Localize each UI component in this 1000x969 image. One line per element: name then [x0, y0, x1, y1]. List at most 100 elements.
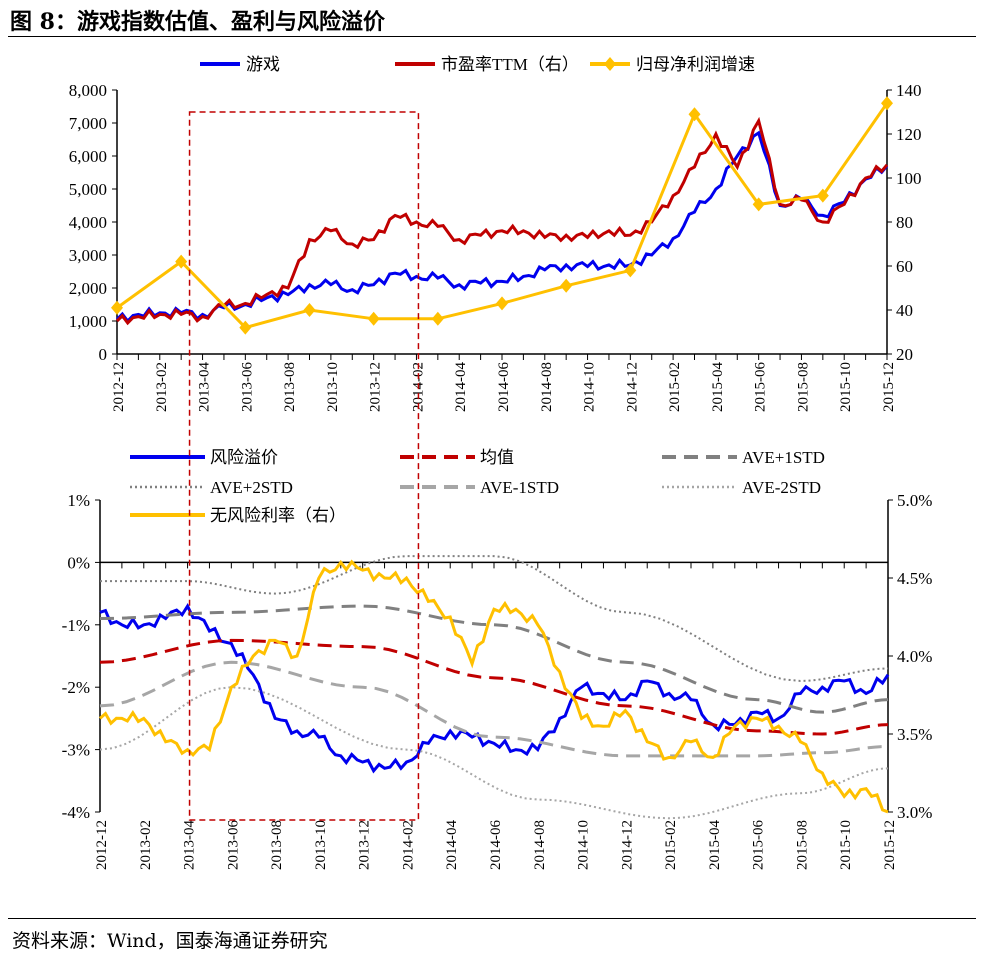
x-tick-label: 2014-04 — [444, 820, 460, 870]
x-tick-label: 2013-10 — [325, 362, 341, 412]
left-tick-label: 4,000 — [69, 213, 107, 232]
series-line-1-5 — [99, 686, 889, 820]
x-tick-label: 2015-12 — [882, 820, 898, 870]
x-tick-label: 2014-06 — [488, 820, 504, 870]
series-marker — [303, 303, 316, 317]
series-line-0-1 — [115, 116, 889, 326]
legend-label: AVE+2STD — [210, 478, 293, 497]
x-tick-label: 2015-08 — [795, 362, 811, 412]
series-marker — [496, 296, 508, 311]
right-tick-label: 60 — [896, 257, 913, 276]
right-tick-label: 80 — [896, 213, 913, 232]
legend-label: 无风险利率（右） — [210, 506, 346, 525]
x-tick-label: 2014-12 — [619, 820, 635, 870]
series-line-1-2 — [99, 604, 889, 714]
source-note: 资料来源：Wind，国泰海通证券研究 — [12, 930, 328, 952]
right-tick-label: 20 — [896, 345, 913, 364]
left-tick-label: -3% — [62, 741, 90, 760]
legend-label: 归母净利润增速 — [636, 55, 755, 74]
right-tick-label: 5.0% — [897, 491, 932, 510]
series-line-1-4 — [99, 660, 889, 758]
series-marker — [688, 107, 701, 122]
x-tick-label: 2013-02 — [138, 820, 154, 870]
x-tick-label: 2013-08 — [282, 362, 298, 412]
legend-label: 市盈率TTM（右） — [441, 55, 579, 74]
left-tick-label: 1,000 — [69, 312, 107, 331]
x-tick-label: 2012-12 — [111, 362, 127, 412]
figure-title: 图 8：游戏指数估值、盈利与风险溢价 — [10, 9, 385, 35]
legend-label: AVE+1STD — [742, 448, 825, 467]
x-tick-label: 2013-02 — [154, 362, 170, 412]
series-marker — [431, 311, 444, 326]
x-tick-label: 2014-08 — [532, 820, 548, 870]
x-tick-label: 2015-06 — [751, 820, 767, 870]
x-tick-label: 2015-10 — [838, 362, 854, 412]
series-marker — [816, 188, 829, 203]
series-marker — [175, 254, 188, 269]
series-line-0-0 — [115, 130, 889, 324]
left-tick-label: 1% — [67, 491, 90, 510]
series-marker — [239, 320, 252, 335]
series-line-1-6 — [99, 559, 889, 814]
x-tick-label: 2013-04 — [197, 362, 213, 412]
right-tick-label: 3.0% — [897, 803, 932, 822]
left-tick-label: 0 — [99, 345, 108, 364]
x-tick-label: 2015-02 — [663, 820, 679, 870]
left-tick-label: -1% — [62, 616, 90, 635]
legend-label: 均值 — [480, 448, 514, 467]
x-tick-label: 2015-08 — [794, 820, 810, 870]
left-tick-label: 8,000 — [69, 81, 107, 100]
series-marker — [111, 300, 123, 315]
x-tick-label: 2014-04 — [453, 362, 469, 412]
left-tick-label: 2,000 — [69, 279, 107, 298]
title-rule — [8, 36, 976, 37]
x-tick-label: 2013-06 — [239, 362, 255, 412]
legend-marker — [604, 57, 616, 71]
series-marker — [367, 311, 380, 326]
x-tick-label: 2014-10 — [582, 362, 598, 412]
right-tick-label: 120 — [896, 125, 922, 144]
x-tick-label: 2012-12 — [94, 820, 110, 870]
legend-label: 风险溢价 — [210, 448, 278, 467]
series-line-1-1 — [99, 638, 889, 736]
source-rule — [8, 918, 976, 919]
x-tick-label: 2014-08 — [539, 362, 555, 412]
left-tick-label: 6,000 — [69, 147, 107, 166]
legend-label: AVE-2STD — [742, 478, 821, 497]
right-tick-label: 3.5% — [897, 725, 932, 744]
x-tick-label: 2014-10 — [576, 820, 592, 870]
left-tick-label: -2% — [62, 678, 90, 697]
series-marker — [881, 96, 893, 111]
x-tick-label: 2015-04 — [707, 820, 723, 870]
x-tick-label: 2014-12 — [624, 362, 640, 412]
right-tick-label: 4.0% — [897, 647, 932, 666]
left-tick-label: 7,000 — [69, 114, 107, 133]
x-tick-label: 2013-08 — [269, 820, 285, 870]
series-marker — [752, 197, 765, 212]
x-tick-label: 2014-06 — [496, 362, 512, 412]
x-tick-label: 2015-06 — [753, 362, 769, 412]
x-tick-label: 2015-02 — [667, 362, 683, 412]
x-tick-label: 2013-10 — [313, 820, 329, 870]
x-tick-label: 2015-10 — [838, 820, 854, 870]
right-tick-label: 140 — [896, 81, 922, 100]
right-tick-label: 100 — [896, 169, 922, 188]
x-tick-label: 2013-12 — [357, 820, 373, 870]
left-tick-label: -4% — [62, 803, 90, 822]
highlight-rectangle — [188, 111, 420, 821]
series-marker — [560, 278, 573, 293]
x-tick-label: 2013-12 — [368, 362, 384, 412]
right-tick-label: 4.5% — [897, 569, 932, 588]
x-tick-label: 2013-06 — [225, 820, 241, 870]
left-tick-label: 5,000 — [69, 180, 107, 199]
legend-label: AVE-1STD — [480, 478, 559, 497]
x-tick-label: 2015-12 — [881, 362, 897, 412]
series-line-1-0 — [99, 602, 890, 774]
series-line-1-3 — [100, 555, 889, 682]
series-line-0-2 — [116, 102, 889, 330]
left-tick-label: 3,000 — [69, 246, 107, 265]
x-tick-label: 2013-04 — [182, 820, 198, 870]
right-tick-label: 40 — [896, 301, 913, 320]
